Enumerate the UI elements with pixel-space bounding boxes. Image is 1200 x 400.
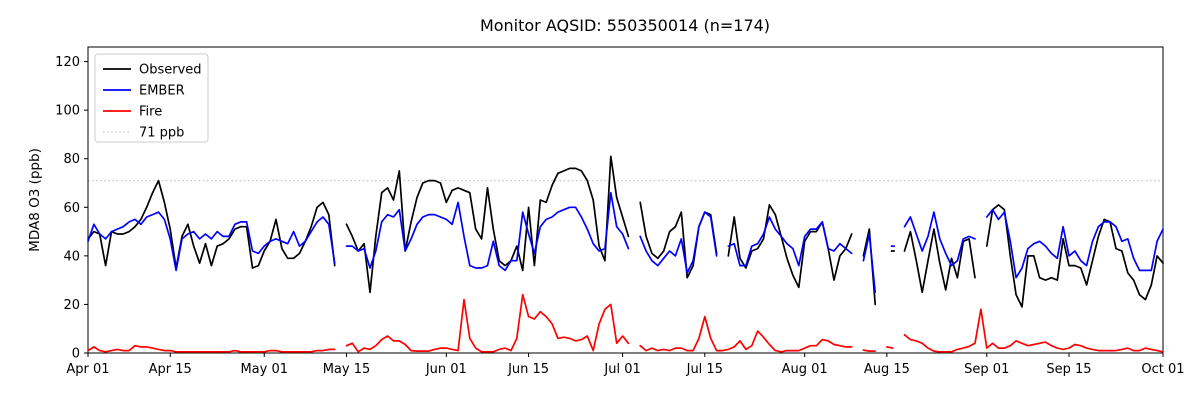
y-tick-label: 60	[63, 201, 80, 216]
line-fire	[87, 344, 336, 353]
x-tick-label: Sep 15	[1046, 362, 1091, 377]
y-tick-label: 20	[63, 298, 80, 313]
line-observed	[727, 204, 853, 289]
x-tick-label: Apr 15	[149, 362, 192, 377]
legend-label: EMBER	[139, 84, 185, 99]
x-tick-label: May 01	[240, 362, 288, 377]
line-ember	[87, 211, 336, 272]
line-observed	[985, 204, 1164, 308]
line-ember	[727, 216, 853, 267]
axes-spines	[87, 46, 1164, 354]
line-observed	[639, 201, 718, 279]
y-tick-label: 100	[55, 104, 80, 119]
x-tick-label: Apr 01	[66, 362, 109, 377]
line-ember	[862, 233, 877, 294]
axes: 0 20 40 60 80 100 120 Apr 01 Apr 15 May 01 May 15 J…	[55, 46, 1185, 377]
line-fire	[862, 349, 877, 352]
line-fire	[639, 315, 853, 353]
line-ember	[985, 208, 1164, 279]
chart-title: Monitor AQSID: 550350014 (n=174)	[480, 16, 770, 35]
legend-label: Observed	[139, 63, 202, 78]
x-tick-label: Sep 01	[964, 362, 1009, 377]
legend-label: Fire	[139, 105, 162, 120]
line-fire	[345, 293, 630, 353]
x-tick-label: Jul 15	[686, 362, 723, 377]
line-observed	[345, 155, 630, 294]
line-fire	[886, 346, 894, 349]
series-lines	[87, 155, 1164, 353]
x-tick-label: Jul 01	[603, 362, 640, 377]
line-ember	[639, 211, 718, 274]
legend-label: 71 ppb	[139, 126, 184, 141]
x-tick-label: Jun 01	[425, 362, 467, 377]
y-tick-label: 40	[63, 249, 80, 264]
line-ember	[345, 191, 630, 272]
x-tick-label: May 15	[323, 362, 371, 377]
line-observed	[87, 179, 336, 269]
x-tick-label: Oct 01	[1141, 362, 1184, 377]
line-ember	[903, 211, 976, 267]
y-tick-label: 80	[63, 152, 80, 167]
legend: Observed EMBER Fire 71 ppb	[94, 53, 209, 143]
x-tick-label: Aug 01	[782, 362, 828, 377]
line-fire	[903, 308, 1164, 353]
y-tick-label: 120	[55, 55, 80, 70]
x-tick-label: Jun 15	[507, 362, 549, 377]
x-tick-label: Aug 15	[864, 362, 910, 377]
y-axis-label: MDA8 O3 (ppb)	[27, 148, 43, 252]
y-tick-label: 0	[72, 347, 80, 362]
legend-box	[94, 53, 209, 143]
